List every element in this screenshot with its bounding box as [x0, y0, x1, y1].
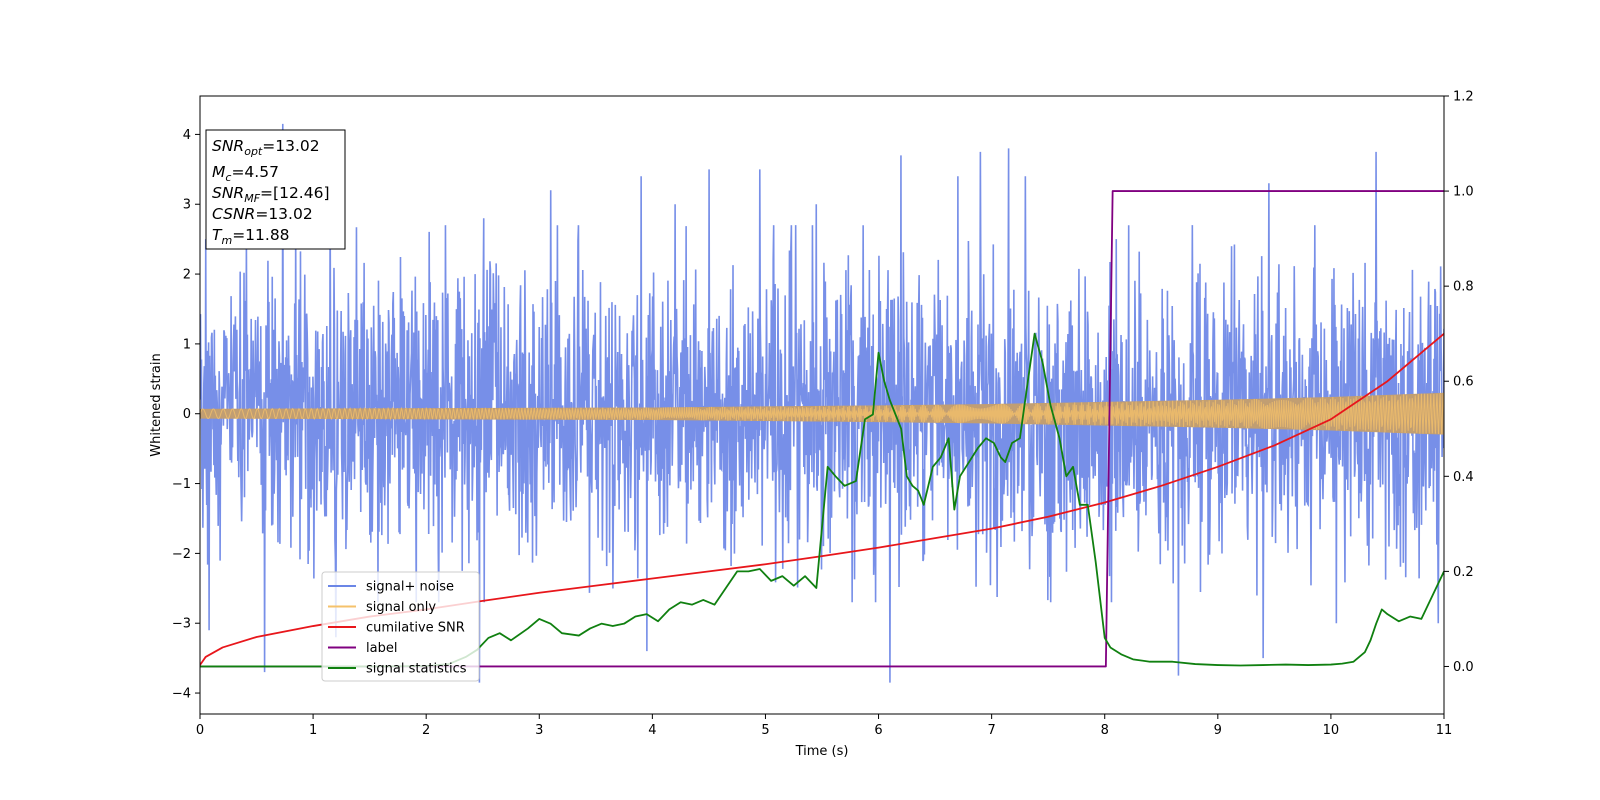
y-tick-label: 1	[183, 337, 191, 352]
y2-tick-label: 0.6	[1453, 375, 1474, 390]
annotation-box: SNRopt=13.02 Mc=4.57SNRMF=[12.46]CSNR=13.…	[205, 129, 346, 250]
annotation-line: Tm=11.88	[212, 226, 290, 247]
x-tick-label: 9	[1214, 723, 1222, 738]
y-tick-label: 2	[183, 268, 191, 283]
series-signal-noise	[200, 123, 1444, 683]
series-label	[200, 190, 1444, 668]
x-tick-label: 8	[1101, 723, 1109, 738]
y2-tick-label: 1.2	[1453, 90, 1474, 105]
plot-area	[200, 123, 1444, 683]
annotation-line: CSNR=13.02	[212, 205, 313, 223]
legend-label: label	[366, 641, 397, 656]
y-tick-label: 3	[183, 198, 191, 213]
y-tick-label: 0	[183, 407, 191, 422]
y-tick-label: −3	[172, 617, 191, 632]
annotation-line: SNRopt=13.02	[212, 137, 320, 158]
y2-tick-label: 1.0	[1453, 185, 1474, 200]
annotation-line: Mc=4.57	[212, 163, 279, 184]
x-tick-label: 2	[422, 723, 430, 738]
legend-label: signal only	[366, 600, 436, 615]
x-tick-label: 7	[987, 723, 995, 738]
plot-frame	[199, 95, 1445, 715]
x-tick-label: 6	[874, 723, 882, 738]
x-tick-label: 1	[309, 723, 317, 738]
y-tick-label: −1	[172, 477, 191, 492]
legend-label: signal+ noise	[366, 580, 454, 595]
y-tick-label: 4	[183, 128, 191, 143]
x-tick-label: 5	[761, 723, 769, 738]
y-axis-label: Whitened strain	[149, 353, 164, 456]
y2-tick-label: 0.8	[1453, 280, 1474, 295]
legend-label: cumilative SNR	[366, 621, 465, 636]
y2-tick-label: 0.0	[1453, 660, 1474, 675]
annotation-line: SNRMF=[12.46]	[212, 184, 330, 205]
x-tick-label: 3	[535, 723, 543, 738]
right-axis: 0.0 0.2 0.4 0.6 0.8 1.0 1.2	[1444, 90, 1474, 675]
annotation-frame	[205, 129, 346, 250]
x-tick-label: 10	[1323, 723, 1340, 738]
x-tick-label: 11	[1436, 723, 1453, 738]
y2-tick-label: 0.4	[1453, 470, 1474, 485]
y2-tick-label: 0.2	[1453, 565, 1474, 580]
legend: signal+ noise signal only cumilative SNR la…	[321, 571, 480, 682]
x-axis-label: Time (s)	[795, 744, 849, 759]
bottom-axis: 0 1 2 3 4 5 6 7 8 9 10 11	[196, 714, 1452, 738]
series-signal-only	[200, 392, 1444, 435]
legend-frame	[321, 571, 480, 682]
left-axis: −4 −3 −2 −1 0 1 2 3 4	[172, 128, 200, 702]
legend-label: signal statistics	[366, 662, 467, 677]
x-tick-label: 4	[648, 723, 656, 738]
y-tick-label: −2	[172, 547, 191, 562]
x-tick-label: 0	[196, 723, 204, 738]
series-cumilative-snr	[200, 333, 1444, 666]
series-signal-statistics	[200, 332, 1444, 668]
y-tick-label: −4	[172, 687, 191, 702]
